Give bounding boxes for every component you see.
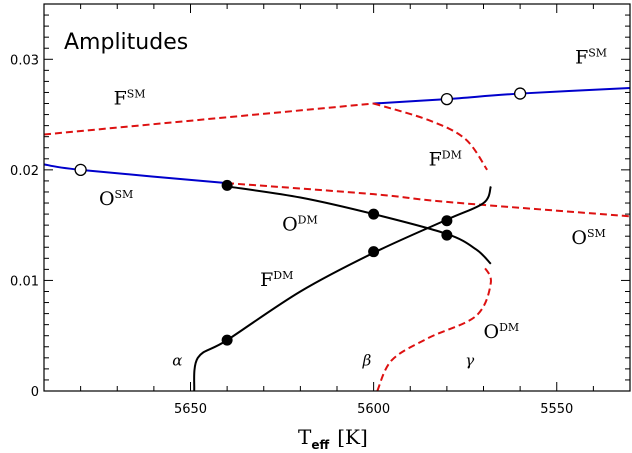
x-axis-label-main: T (298, 425, 312, 449)
curve-label-base-1: F (575, 47, 588, 69)
point-label-2: γ (465, 352, 474, 370)
series-F-SM-stable (373, 87, 631, 105)
curve-label-1: FSM (575, 47, 607, 69)
x-tick-label-2: 5550 (540, 402, 573, 417)
series-O-DM-unstable (376, 265, 492, 392)
curve-label-base-0: F (114, 88, 127, 110)
curve-label-sup-6: DM (273, 269, 293, 282)
curve-label-base-6: F (260, 269, 273, 291)
series-O-SM-stable (43, 163, 228, 185)
x-axis-label-sub: eff (311, 438, 329, 452)
filled-marker-3 (441, 229, 453, 241)
curve-label-sup-5: DM (298, 214, 318, 227)
curve-label-sup-3: SM (587, 227, 606, 240)
markers-layer (74, 87, 527, 346)
curve-label-base-2: O (99, 188, 115, 210)
x-tick-label-0: 5650 (174, 402, 207, 417)
y-tick-label-1: 0.01 (10, 274, 39, 289)
x-axis-label: Teff [K] (298, 425, 368, 452)
filled-marker-5 (221, 334, 233, 346)
curve-label-4: FDM (429, 148, 462, 170)
curve-label-base-4: F (429, 148, 442, 170)
y-tick-label-0: 0 (31, 385, 39, 400)
y-tick-label-3: 0.03 (10, 53, 39, 68)
series-F-DM-stable (193, 186, 492, 392)
curve-label-0: FSM (114, 88, 146, 110)
curves-layer (43, 87, 631, 392)
curve-label-base-7: O (484, 321, 500, 343)
chart-title: Amplitudes (64, 30, 188, 55)
curve-label-base-5: O (282, 214, 298, 236)
curve-label-sup-1: SM (588, 47, 607, 60)
open-marker-1 (440, 92, 454, 106)
curve-label-sup-0: SM (127, 88, 146, 101)
x-tick-label-1: 5600 (357, 402, 390, 417)
point-label-0: α (172, 352, 182, 370)
curve-label-2: OSM (99, 188, 133, 210)
filled-marker-1 (368, 208, 380, 220)
curve-label-3: OSM (571, 227, 605, 249)
point-label-1: β (362, 352, 372, 370)
series-O-SM-unstable (227, 182, 631, 218)
curve-label-5: ODM (282, 214, 318, 236)
filled-marker-0 (221, 179, 233, 191)
series-O-DM-stable (226, 185, 492, 265)
axes-layer: 5650 5600 5550 0 0.01 0.02 0.03 (10, 3, 631, 417)
curve-label-6: FDM (260, 269, 293, 291)
curve-label-sup-7: DM (499, 321, 519, 334)
x-axis-label-unit: [K] (337, 425, 368, 449)
curve-label-7: ODM (484, 321, 520, 343)
open-marker-0 (74, 163, 87, 177)
series-F-DM-unstable (373, 102, 488, 171)
curve-label-base-3: O (571, 227, 587, 249)
filled-marker-2 (441, 215, 453, 227)
curve-label-sup-2: SM (115, 188, 134, 201)
curve-label-sup-4: DM (442, 148, 462, 161)
filled-marker-4 (368, 246, 380, 258)
y-tick-label-2: 0.02 (10, 164, 39, 179)
series-F-SM-unstable (43, 102, 374, 136)
open-marker-2 (513, 87, 527, 100)
